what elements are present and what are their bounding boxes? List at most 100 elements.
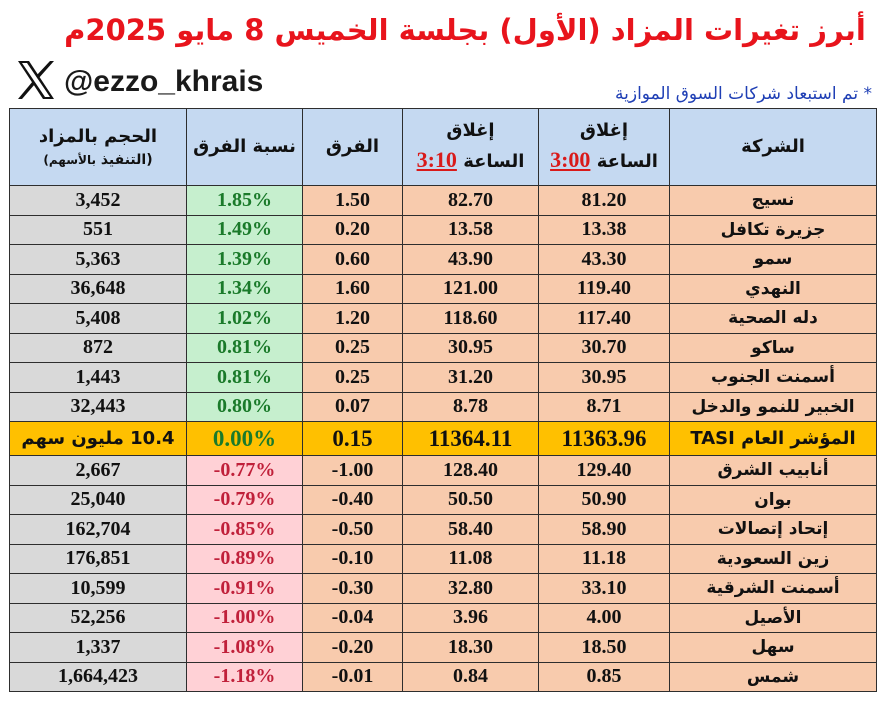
table-row: أسمنت الجنوب 30.95 31.20 0.25 0.81% 1,443	[9, 362, 877, 393]
volume-cell: 3,452	[9, 185, 187, 216]
close-310-cell: 8.78	[402, 391, 539, 422]
pct-cell: -1.00%	[186, 602, 303, 633]
close-310-cell: 31.20	[402, 362, 539, 393]
pct-cell: -1.08%	[186, 632, 303, 663]
close-310-cell: 13.58	[402, 214, 539, 245]
volume-cell: 36,648	[9, 273, 187, 304]
diff-cell: -0.10	[302, 543, 403, 574]
volume-cell: 1,443	[9, 362, 187, 393]
close-310-cell: 30.95	[402, 332, 539, 363]
diff-cell: -0.20	[302, 632, 403, 663]
table-row: زين السعودية 11.18 11.08 -0.10 -0.89% 176,851	[9, 543, 877, 574]
volume-cell: 25,040	[9, 484, 187, 515]
pct-cell: 1.49%	[186, 214, 303, 245]
header-time-310: 3:10	[416, 147, 457, 173]
company-cell: الخبير للنمو والدخل	[669, 391, 877, 422]
diff-cell: 0.60	[302, 244, 403, 275]
company-cell: نسيج	[669, 185, 877, 216]
x-logo-icon	[18, 61, 54, 99]
company-cell: سمو	[669, 244, 877, 275]
page-title: أبرز تغيرات المزاد (الأول) بجلسة الخميس …	[64, 13, 866, 47]
table-row: إتحاد إتصالات 58.90 58.40 -0.50 -0.85% 162,70…	[9, 514, 877, 545]
table-row: أنابيب الشرق 129.40 128.40 -1.00 -0.77% 2,667	[9, 455, 877, 486]
diff-cell: -0.40	[302, 484, 403, 515]
close-300-cell: 30.70	[538, 332, 670, 363]
pct-cell: 0.81%	[186, 362, 303, 393]
close-300-cell: 8.71	[538, 391, 670, 422]
diff-cell: 1.60	[302, 273, 403, 304]
volume-cell: 872	[9, 332, 187, 363]
diff-cell: 1.20	[302, 303, 403, 334]
close-300-cell: 58.90	[538, 514, 670, 545]
diff-cell: -1.00	[302, 455, 403, 486]
volume-cell: 176,851	[9, 543, 187, 574]
company-cell: أسمنت الجنوب	[669, 362, 877, 393]
table-header-row: الشركة إغلاق الساعة 3:00 إغلاق الساعة 3:…	[9, 108, 877, 186]
volume-cell: 1,337	[9, 632, 187, 663]
company-cell: أسمنت الشرقية	[669, 573, 877, 604]
close-310-cell: 11.08	[402, 543, 539, 574]
table-row: دله الصحية 117.40 118.60 1.20 1.02% 5,408	[9, 303, 877, 334]
close-300-cell: 33.10	[538, 573, 670, 604]
header-pct: نسبة الفرق	[186, 108, 303, 186]
company-cell: ساكو	[669, 332, 877, 363]
exclusion-note: * تم استبعاد شركات السوق الموازية	[615, 84, 872, 104]
diff-cell: -0.04	[302, 602, 403, 633]
close-310-cell: 128.40	[402, 455, 539, 486]
close-310-cell: 121.00	[402, 273, 539, 304]
table-row: الأصيل 4.00 3.96 -0.04 -1.00% 52,256	[9, 602, 877, 633]
pct-cell: -0.91%	[186, 573, 303, 604]
company-cell: بوان	[669, 484, 877, 515]
table-row: أسمنت الشرقية 33.10 32.80 -0.30 -0.91% 10,599	[9, 573, 877, 604]
table-row: النهدي 119.40 121.00 1.60 1.34% 36,648	[9, 273, 877, 304]
close-310-cell: 58.40	[402, 514, 539, 545]
close-300-cell: 11363.96	[538, 421, 670, 456]
volume-cell: 551	[9, 214, 187, 245]
table-row: جزيرة تكافل 13.38 13.58 0.20 1.49% 551	[9, 214, 877, 245]
auction-changes-table: الشركة إغلاق الساعة 3:00 إغلاق الساعة 3:…	[9, 108, 877, 692]
company-cell: جزيرة تكافل	[669, 214, 877, 245]
diff-cell: 0.07	[302, 391, 403, 422]
table-row: سمو 43.30 43.90 0.60 1.39% 5,363	[9, 244, 877, 275]
close-300-cell: 50.90	[538, 484, 670, 515]
close-300-cell: 11.18	[538, 543, 670, 574]
diff-cell: -0.30	[302, 573, 403, 604]
close-310-cell: 50.50	[402, 484, 539, 515]
header-volume: الحجم بالمزاد (التنفيذ بالأسهم)	[9, 108, 187, 186]
table-row: نسيج 81.20 82.70 1.50 1.85% 3,452	[9, 185, 877, 216]
close-310-cell: 18.30	[402, 632, 539, 663]
table-row: شمس 0.85 0.84 -0.01 -1.18% 1,664,423	[9, 661, 877, 692]
diff-cell: 0.20	[302, 214, 403, 245]
close-300-cell: 117.40	[538, 303, 670, 334]
diff-cell: 0.15	[302, 421, 403, 456]
pct-cell: 1.34%	[186, 273, 303, 304]
company-cell: سهل	[669, 632, 877, 663]
diff-cell: -0.50	[302, 514, 403, 545]
header-close-300: إغلاق الساعة 3:00	[538, 108, 670, 186]
volume-cell: 10,599	[9, 573, 187, 604]
close-310-cell: 0.84	[402, 661, 539, 692]
volume-cell: 10.4 مليون سهم	[9, 421, 187, 456]
pct-cell: -0.85%	[186, 514, 303, 545]
diff-cell: 0.25	[302, 332, 403, 363]
pct-cell: 1.02%	[186, 303, 303, 334]
close-310-cell: 32.80	[402, 573, 539, 604]
company-cell: النهدي	[669, 273, 877, 304]
table-row: بوان 50.90 50.50 -0.40 -0.79% 25,040	[9, 484, 877, 515]
header-company: الشركة	[669, 108, 877, 186]
pct-cell: 1.39%	[186, 244, 303, 275]
company-cell: المؤشر العام TASI	[669, 421, 877, 456]
close-310-cell: 43.90	[402, 244, 539, 275]
volume-cell: 162,704	[9, 514, 187, 545]
close-300-cell: 81.20	[538, 185, 670, 216]
pct-cell: 0.81%	[186, 332, 303, 363]
header-time-300: 3:00	[550, 147, 591, 173]
table-row: الخبير للنمو والدخل 8.71 8.78 0.07 0.80% 32,4…	[9, 391, 877, 422]
close-300-cell: 119.40	[538, 273, 670, 304]
index-row: المؤشر العام TASI 11363.96 11364.11 0.15 0.0…	[9, 421, 877, 456]
company-cell: زين السعودية	[669, 543, 877, 574]
volume-cell: 5,363	[9, 244, 187, 275]
company-cell: دله الصحية	[669, 303, 877, 334]
company-cell: الأصيل	[669, 602, 877, 633]
close-300-cell: 43.30	[538, 244, 670, 275]
